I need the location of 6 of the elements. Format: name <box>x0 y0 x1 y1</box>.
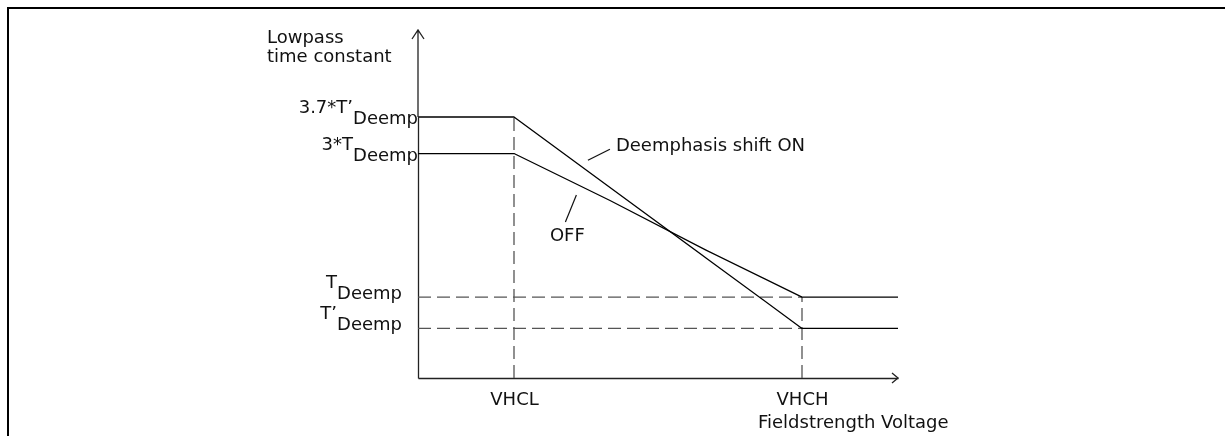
x-tick-label: VHCL <box>490 387 539 409</box>
y-axis-title: Lowpass time constant <box>267 26 392 66</box>
series-label: Deemphasis shift ON <box>615 134 806 156</box>
series-label: OFF <box>549 224 585 246</box>
x-axis-title: Fieldstrength Voltage <box>758 411 949 432</box>
x-tick-label: VHCH <box>776 387 829 409</box>
